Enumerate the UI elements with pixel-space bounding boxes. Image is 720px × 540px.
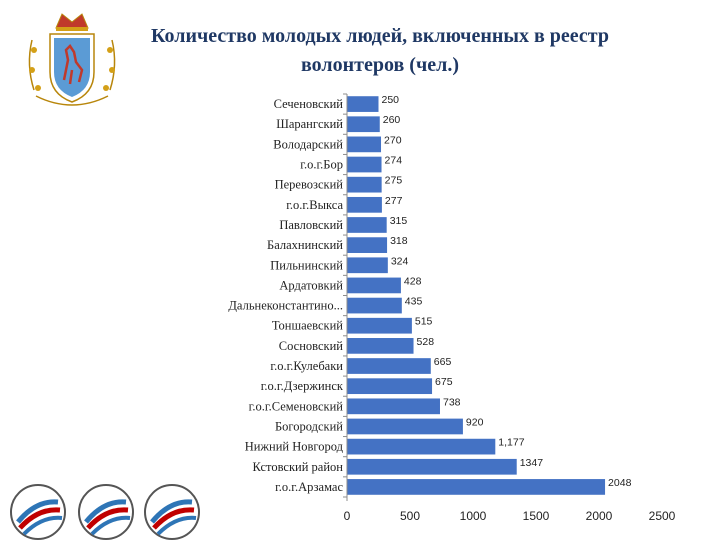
value-label: 250: [382, 94, 400, 106]
x-tick-label: 500: [400, 509, 420, 523]
value-label: 665: [434, 356, 452, 368]
category-label: Павловский: [279, 218, 343, 232]
category-label: г.о.г.Арзамас: [275, 480, 343, 494]
category-label: Балахнинский: [267, 238, 343, 252]
bar: [347, 418, 463, 435]
category-label: Сосновский: [279, 339, 344, 353]
x-tick-label: 2000: [586, 509, 613, 523]
bar: [347, 338, 414, 354]
category-label: г.о.г.Дзержинск: [261, 379, 344, 393]
logos-row: [10, 484, 200, 540]
bar: [347, 237, 388, 253]
x-tick-label: 0: [344, 509, 351, 523]
bar: [347, 479, 606, 495]
value-label: 2048: [608, 477, 632, 489]
category-label: Сеченовский: [274, 97, 344, 111]
category-label: г.о.г.Кулебаки: [270, 359, 343, 373]
category-label: Кстовский район: [252, 460, 343, 474]
value-label: 277: [385, 195, 403, 207]
value-label: 260: [383, 114, 401, 126]
category-label: Ардатовкий: [279, 278, 343, 292]
category-label: г.о.г.Семеновский: [249, 399, 344, 413]
category-label: Нижний Новгород: [245, 440, 344, 454]
bar: [347, 257, 388, 274]
bar: [347, 438, 496, 455]
value-label: 435: [405, 296, 423, 308]
value-label: 1,177: [498, 437, 524, 449]
x-tick-label: 1500: [523, 509, 550, 523]
value-label: 515: [415, 316, 433, 328]
value-label: 315: [390, 215, 408, 227]
bar: [347, 378, 433, 395]
bar: [347, 317, 412, 334]
value-label: 275: [385, 175, 403, 187]
value-label: 270: [384, 134, 402, 146]
bar: [347, 398, 440, 415]
bar: [347, 156, 382, 173]
value-label: 428: [404, 275, 422, 287]
bar: [347, 176, 382, 193]
category-label: Богородский: [275, 419, 343, 433]
bar: [347, 217, 387, 233]
category-label: Володарский: [273, 137, 343, 151]
value-label: 324: [391, 255, 409, 267]
category-label: г.о.г.Бор: [300, 158, 343, 172]
x-tick-label: 1000: [460, 509, 487, 523]
youth-logo-icon: [78, 484, 134, 540]
value-label: 738: [443, 396, 461, 408]
bar: [347, 297, 402, 314]
x-tick-label: 2500: [649, 509, 676, 523]
bar: [347, 358, 431, 374]
category-label: Тоншаевский: [272, 319, 343, 333]
youth-logo-icon: [10, 484, 66, 540]
bar: [347, 277, 401, 294]
bar: [347, 116, 380, 133]
value-label: 1347: [520, 457, 544, 469]
bar: [347, 196, 382, 213]
youth-logo-icon: [144, 484, 200, 540]
bar: [347, 458, 517, 475]
value-label: 528: [417, 336, 435, 348]
value-label: 675: [435, 376, 453, 388]
category-label: г.о.г.Выкса: [286, 198, 343, 212]
category-label: Пильнинский: [270, 258, 343, 272]
value-label: 274: [385, 155, 403, 167]
chart-title: Количество молодых людей, включенных в р…: [151, 25, 609, 76]
bar: [347, 96, 379, 112]
coat-of-arms-icon: [28, 13, 116, 106]
category-label: Дальнеконстантино...: [228, 299, 343, 313]
category-label: Шарангский: [276, 117, 343, 131]
category-label: Перевозский: [275, 178, 344, 192]
value-label: 920: [466, 416, 484, 428]
bar: [347, 136, 382, 153]
value-label: 318: [390, 235, 408, 247]
